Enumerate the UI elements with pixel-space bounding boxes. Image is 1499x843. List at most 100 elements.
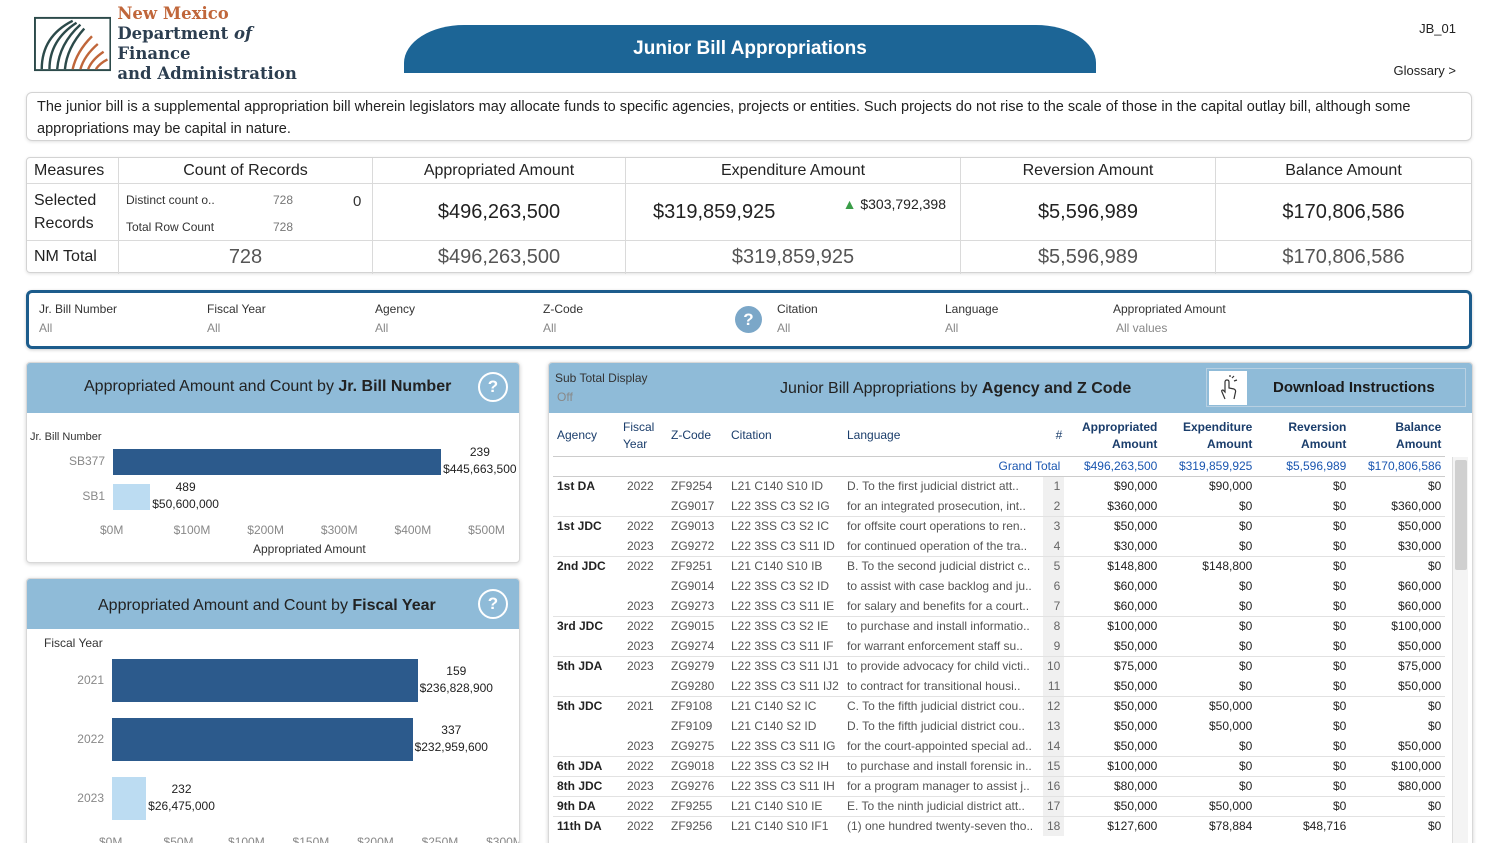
- subtotal-display-toggle[interactable]: Sub Total Display Off: [555, 371, 648, 404]
- bar-data-label: 239 $445,663,500: [443, 444, 516, 478]
- bar[interactable]: [112, 777, 147, 820]
- cell-year: [623, 576, 667, 596]
- x-tick-label: $200M: [357, 835, 394, 843]
- table-row[interactable]: 1st DA 2022 ZF9254 L21 C140 S10 ID D. To the…: [553, 475, 1446, 496]
- filter-language[interactable]: Language All: [945, 302, 999, 335]
- table-row[interactable]: ZG9280 L22 3SS C3 S11 IJ2 to contract for …: [553, 676, 1445, 696]
- grand-total-row: Grand Total $496,263,500 $319,859,925 $5…: [553, 456, 1446, 477]
- table-row[interactable]: 9th DA 2022 ZF9255 L21 C140 S10 IE E. To the…: [553, 795, 1446, 816]
- col-agency[interactable]: Agency: [553, 416, 623, 457]
- filter-agency[interactable]: Agency All: [375, 302, 416, 335]
- cell-appropriated: $90,000: [1064, 475, 1162, 496]
- cell-reversion: $0: [1333, 538, 1347, 553]
- col-reversion[interactable]: Reversion Amount: [1256, 416, 1351, 457]
- cell-appropriated: $50,000: [1113, 638, 1158, 653]
- table-row[interactable]: 8th JDC 2023 ZG9276 L22 3SS C3 S11 IH for a …: [553, 775, 1446, 796]
- cell-citation: L22 3SS C3 S2 IE: [727, 615, 843, 636]
- table-row[interactable]: 2023 ZG9272 L22 3SS C3 S11 ID for continued…: [553, 536, 1445, 556]
- measures-header: Measures: [27, 158, 118, 184]
- cell-num: 4: [1043, 536, 1065, 556]
- download-instructions-button[interactable]: Download Instructions: [1206, 368, 1466, 407]
- measures-label-column: Measures Selected Records NM Total: [27, 158, 119, 274]
- cell-appropriated: $60,000: [1113, 598, 1158, 613]
- filter-jr-bill-number[interactable]: Jr. Bill Number All: [39, 302, 118, 335]
- col-appropriated[interactable]: Appropriated Amount: [1064, 416, 1162, 457]
- appropriated-header: Appropriated Amount: [373, 158, 625, 184]
- filter-appropriated-amount[interactable]: Appropriated Amount All values: [1113, 302, 1226, 335]
- col-language[interactable]: Language: [843, 416, 1043, 457]
- cell-citation: L22 3SS C3 S2 IC: [727, 515, 843, 536]
- bar-data-label: 159 $236,828,900: [420, 663, 493, 697]
- cell-year: 2023: [627, 638, 654, 653]
- table-row[interactable]: 2023 ZG9273 L22 3SS C3 S11 IE for salary an…: [553, 596, 1445, 616]
- chart-by-fiscal-year-help-icon[interactable]: ?: [478, 589, 508, 619]
- cell-num: 17: [1043, 795, 1065, 816]
- balance-column: Balance Amount $170,806,586 $170,806,586: [1216, 158, 1471, 274]
- col-num[interactable]: #: [1043, 416, 1065, 457]
- bar[interactable]: [112, 659, 418, 702]
- bar[interactable]: [113, 484, 151, 510]
- cell-citation: L21 C140 S10 ID: [727, 475, 843, 496]
- cell-year: [623, 716, 667, 736]
- cell-reversion: $0: [1256, 555, 1351, 576]
- table-row[interactable]: ZG9017 L22 3SS C3 S2 IG for an integrated …: [553, 496, 1445, 516]
- cell-balance: $50,000: [1397, 678, 1442, 693]
- scrollbar-thumb[interactable]: [1455, 460, 1467, 570]
- cell-agency: [553, 736, 623, 756]
- cell-zcode: ZG9275: [671, 738, 715, 753]
- bar[interactable]: [113, 449, 442, 475]
- cell-zcode: ZG9018: [667, 755, 727, 776]
- cell-appropriated: $50,000: [1064, 515, 1162, 536]
- table-row[interactable]: ZG9014 L22 3SS C3 S2 ID to assist with cas…: [553, 576, 1445, 596]
- cell-zcode: ZF9256: [667, 815, 727, 836]
- cell-language: for salary and benefits for a court..: [847, 598, 1030, 613]
- cell-zcode: ZF9255: [667, 795, 727, 816]
- col-fiscal-year[interactable]: Fiscal Year: [623, 416, 667, 457]
- col-zcode[interactable]: Z-Code: [667, 416, 727, 457]
- table-row[interactable]: 11th DA 2022 ZF9256 L21 C140 S10 IF1 (1) one…: [553, 815, 1446, 836]
- cell-year: 2023: [627, 538, 654, 553]
- filter-help-icon[interactable]: ?: [735, 306, 762, 333]
- cell-agency: 5th JDC: [553, 695, 623, 716]
- cell-citation: L22 3SS C3 S2 IG: [731, 498, 830, 513]
- col-expenditure[interactable]: Expenditure Amount: [1161, 416, 1257, 457]
- cell-appropriated: $100,000: [1064, 615, 1162, 636]
- table-row[interactable]: 2023 ZG9274 L22 3SS C3 S11 IF for warrant e…: [553, 636, 1445, 656]
- col-citation[interactable]: Citation: [727, 416, 843, 457]
- chart-by-bill-number-help-icon[interactable]: ?: [478, 372, 508, 402]
- cell-year: 2022: [623, 515, 667, 536]
- bar-data-label: 489 $50,600,000: [152, 479, 219, 513]
- col-balance[interactable]: Balance Amount: [1350, 416, 1446, 457]
- bar-count-label: 159: [446, 663, 467, 678]
- table-row[interactable]: 5th JDA 2023 ZG9279 L22 3SS C3 S11 IJ1 to pr…: [553, 655, 1446, 676]
- filter-fiscal-year[interactable]: Fiscal Year All: [207, 302, 266, 335]
- bar[interactable]: [112, 718, 413, 761]
- cell-appropriated: $75,000: [1064, 655, 1162, 676]
- cell-year: 2022: [623, 475, 667, 496]
- filter-z-code[interactable]: Z-Code All: [543, 302, 584, 335]
- cell-reversion: $0: [1256, 795, 1351, 816]
- cell-balance: $60,000: [1397, 579, 1442, 593]
- table-row[interactable]: 5th JDC 2021 ZF9108 L21 C140 S2 IC C. To the…: [553, 695, 1446, 716]
- table-row[interactable]: 3rd JDC 2022 ZG9015 L22 3SS C3 S2 IE to purc…: [553, 615, 1446, 636]
- cell-agency: 1st JDC: [553, 515, 623, 536]
- count-header: Count of Records: [119, 158, 372, 184]
- table-row[interactable]: ZF9109 L21 C140 S2 ID D. To the fifth judi…: [553, 716, 1445, 736]
- filter-citation[interactable]: Citation All: [777, 302, 818, 335]
- cell-appropriated: $148,800: [1064, 555, 1162, 576]
- cell-language: for the court-appointed special ad..: [847, 738, 1032, 753]
- cell-zcode: ZG9273: [671, 598, 715, 613]
- table-row[interactable]: 2023 ZG9275 L22 3SS C3 S11 IG for the court…: [553, 736, 1445, 756]
- cell-language: to purchase and install forensic in..: [843, 755, 1043, 776]
- category-label: 2021: [77, 672, 104, 687]
- cell-language: C. To the fifth judicial district cou..: [843, 695, 1043, 716]
- table-vertical-scrollbar[interactable]: [1452, 457, 1468, 843]
- table-row[interactable]: 2nd JDC 2022 ZF9251 L21 C140 S10 IB B. To th…: [553, 555, 1446, 576]
- glossary-link[interactable]: Glossary >: [1393, 63, 1457, 78]
- table-row[interactable]: 6th JDA 2022 ZG9018 L22 3SS C3 S2 IH to purc…: [553, 755, 1446, 776]
- cell-expenditure: $90,000: [1161, 475, 1257, 496]
- cell-agency: 8th JDC: [553, 775, 623, 796]
- cell-agency: 1st DA: [553, 475, 623, 496]
- table-header-row: Agency Fiscal Year Z-Code Citation Langu…: [553, 416, 1446, 457]
- table-row[interactable]: 1st JDC 2022 ZG9013 L22 3SS C3 S2 IC for off…: [553, 515, 1446, 536]
